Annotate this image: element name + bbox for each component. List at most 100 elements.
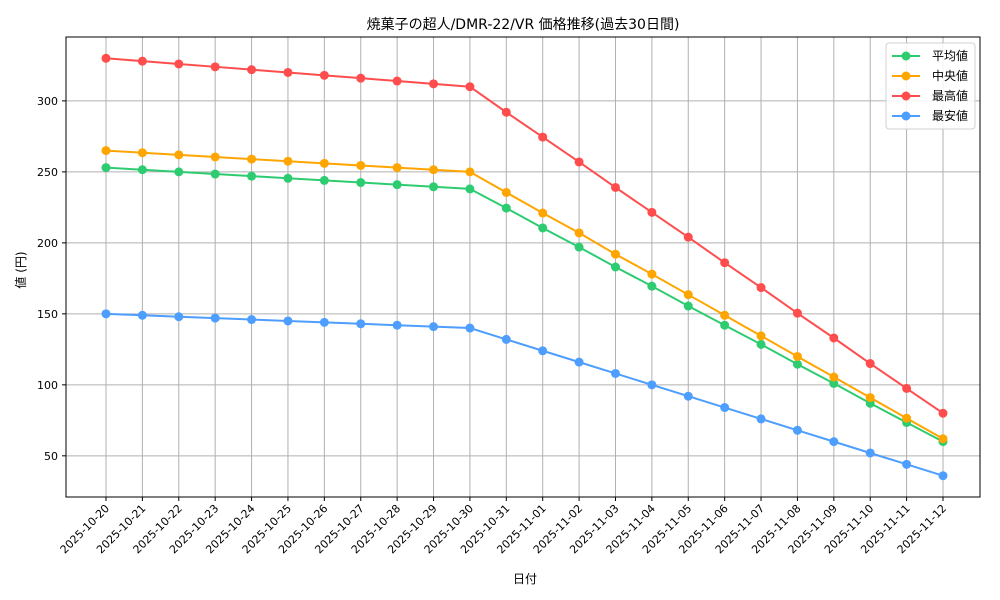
data-point — [356, 160, 366, 170]
data-point — [792, 351, 802, 361]
data-point — [465, 323, 475, 333]
data-point — [938, 434, 948, 444]
data-point — [756, 414, 766, 424]
plot-frame — [65, 36, 981, 498]
data-point — [429, 182, 439, 192]
data-point — [247, 154, 257, 164]
data-point — [538, 223, 548, 233]
data-point — [392, 76, 402, 86]
data-point — [210, 62, 220, 72]
data-point — [792, 425, 802, 435]
y-tick-label: 50 — [44, 450, 58, 463]
data-point — [356, 319, 366, 329]
data-point — [319, 175, 329, 185]
data-point — [283, 67, 293, 77]
legend-item: 中央値 — [892, 68, 968, 83]
data-point — [174, 59, 184, 69]
data-point — [137, 148, 147, 158]
data-point — [137, 165, 147, 175]
series-line — [101, 163, 948, 447]
data-point — [792, 359, 802, 369]
data-point — [720, 258, 730, 268]
legend-item: 最安値 — [892, 108, 968, 123]
data-point — [574, 228, 584, 238]
data-point — [829, 437, 839, 447]
data-point — [319, 317, 329, 327]
data-point — [538, 208, 548, 218]
data-point — [902, 383, 912, 393]
data-point — [392, 320, 402, 330]
data-series — [101, 53, 948, 481]
data-point — [319, 158, 329, 168]
data-point — [174, 312, 184, 322]
series-line — [101, 146, 948, 444]
data-point — [101, 163, 111, 173]
legend-box — [885, 42, 976, 130]
y-tick-label: 100 — [37, 379, 58, 392]
series-line — [101, 53, 948, 418]
legend-label: 平均値 — [932, 48, 968, 63]
data-point — [865, 393, 875, 403]
legend-item: 最高値 — [892, 88, 968, 103]
data-point — [501, 187, 511, 197]
data-point — [574, 157, 584, 167]
data-point — [283, 316, 293, 326]
data-point — [683, 232, 693, 242]
data-point — [356, 73, 366, 83]
data-point — [865, 359, 875, 369]
data-point — [647, 281, 657, 291]
data-point — [829, 333, 839, 343]
y-axis-ticks: 50 100 150 200 250 300 — [37, 95, 66, 463]
legend-marker-icon — [901, 111, 911, 121]
data-point — [574, 242, 584, 252]
data-point — [538, 132, 548, 142]
legend-label: 中央値 — [932, 68, 968, 83]
legend-item: 平均値 — [892, 48, 968, 63]
legend-marker-icon — [901, 91, 911, 101]
data-point — [720, 320, 730, 330]
data-point — [137, 310, 147, 320]
data-point — [720, 310, 730, 320]
data-point — [647, 380, 657, 390]
data-point — [319, 70, 329, 80]
legend-marker-icon — [901, 51, 911, 61]
data-point — [756, 331, 766, 341]
data-point — [501, 334, 511, 344]
data-point — [610, 182, 620, 192]
data-point — [501, 107, 511, 117]
data-point — [829, 372, 839, 382]
y-tick-label: 200 — [37, 237, 58, 250]
x-axis-label: 日付 — [513, 572, 537, 586]
data-point — [610, 249, 620, 259]
data-point — [101, 309, 111, 319]
data-point — [247, 171, 257, 181]
data-point — [756, 339, 766, 349]
data-point — [101, 53, 111, 63]
data-point — [283, 173, 293, 183]
y-tick-label: 300 — [37, 95, 58, 108]
data-point — [501, 203, 511, 213]
data-point — [610, 368, 620, 378]
grid-lines — [66, 37, 980, 497]
data-point — [683, 290, 693, 300]
data-point — [210, 152, 220, 162]
data-point — [574, 357, 584, 367]
data-point — [865, 448, 875, 458]
data-point — [465, 167, 475, 177]
data-point — [101, 146, 111, 156]
y-tick-label: 150 — [37, 308, 58, 321]
data-point — [683, 301, 693, 311]
data-point — [938, 408, 948, 418]
y-axis-label: 値 (円) — [13, 251, 28, 288]
data-point — [938, 471, 948, 481]
data-point — [902, 413, 912, 423]
data-point — [683, 391, 693, 401]
data-point — [902, 459, 912, 469]
data-point — [647, 207, 657, 217]
data-point — [210, 313, 220, 323]
x-axis-ticks: 2025-10-202025-10-212025-10-222025-10-23… — [58, 497, 949, 556]
data-point — [392, 163, 402, 173]
data-point — [792, 308, 802, 318]
